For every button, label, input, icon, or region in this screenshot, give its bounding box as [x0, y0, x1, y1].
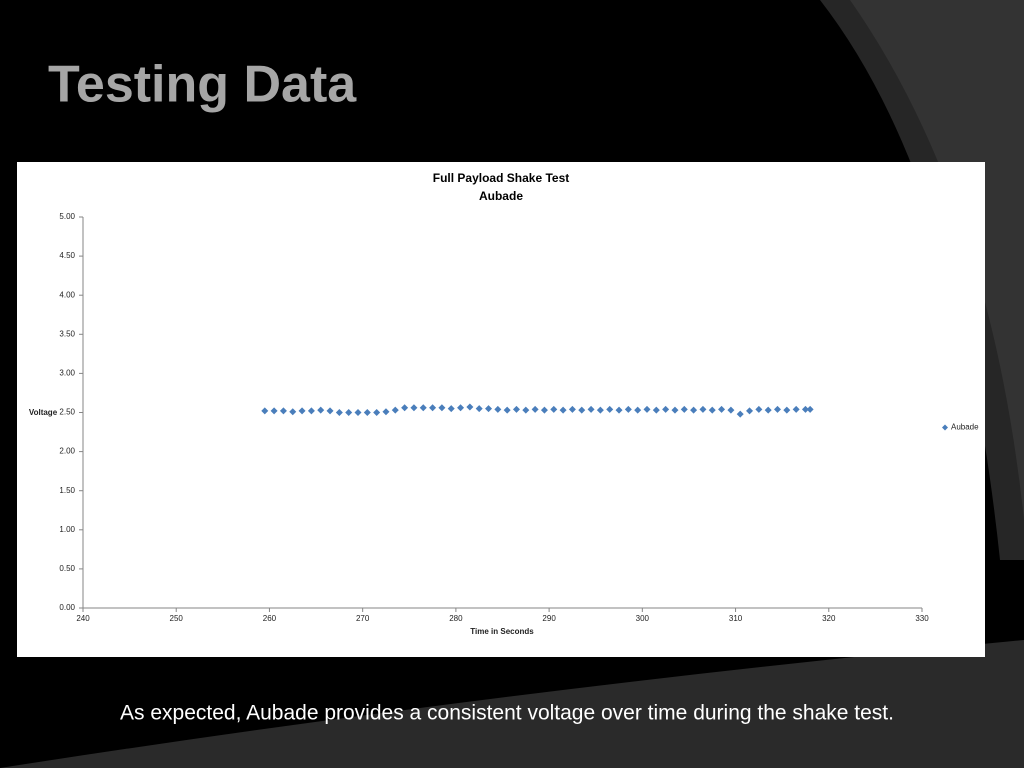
data-point	[512, 405, 520, 413]
data-point	[298, 407, 306, 415]
data-point	[634, 406, 642, 414]
data-point	[429, 404, 437, 412]
data-point	[801, 405, 809, 413]
data-point	[326, 407, 334, 415]
data-point	[270, 407, 278, 415]
data-point	[289, 408, 297, 416]
data-point	[708, 406, 716, 414]
x-tick-label: 330	[915, 614, 929, 623]
y-tick-label: 0.50	[59, 564, 75, 573]
decor-curve	[850, 0, 1024, 520]
y-axis-label: Voltage	[29, 408, 58, 417]
data-point	[345, 409, 353, 416]
data-point	[550, 405, 558, 413]
data-point	[568, 405, 576, 413]
data-point	[774, 405, 782, 413]
x-tick-label: 300	[636, 614, 650, 623]
data-point	[494, 405, 502, 413]
data-point	[485, 405, 493, 413]
y-tick-label: 0.00	[59, 603, 75, 612]
x-tick-label: 280	[449, 614, 463, 623]
data-point	[457, 404, 465, 412]
data-point	[363, 409, 371, 416]
data-point	[307, 407, 315, 415]
legend-marker	[942, 424, 948, 431]
x-axis-label: Time in Seconds	[470, 627, 534, 636]
data-point	[755, 405, 763, 413]
data-point	[596, 406, 604, 414]
x-tick-label: 290	[542, 614, 556, 623]
data-point	[736, 410, 744, 418]
data-point	[746, 407, 754, 415]
data-point	[335, 409, 343, 416]
x-tick-label: 320	[822, 614, 836, 623]
caption: As expected, Aubade provides a consisten…	[120, 702, 894, 725]
data-point	[764, 406, 772, 414]
data-point	[503, 406, 511, 414]
data-point	[475, 405, 483, 413]
data-point	[643, 405, 651, 413]
data-point	[783, 406, 791, 414]
data-point	[540, 406, 548, 414]
data-point	[373, 409, 381, 416]
data-point	[438, 404, 446, 412]
data-point	[382, 408, 390, 416]
data-point	[806, 405, 814, 413]
y-tick-label: 4.50	[59, 251, 75, 260]
y-tick-label: 3.50	[59, 329, 75, 338]
data-point	[401, 404, 409, 412]
data-point	[391, 406, 399, 414]
data-point	[662, 405, 670, 413]
data-point	[419, 404, 427, 412]
legend-label: Aubade	[951, 423, 979, 432]
chart-title: Full Payload Shake Test	[433, 171, 570, 185]
chart-subtitle: Aubade	[479, 189, 523, 203]
data-point	[690, 406, 698, 414]
data-point	[531, 405, 539, 413]
data-point	[559, 406, 567, 414]
x-tick-label: 250	[170, 614, 184, 623]
data-point	[354, 409, 362, 416]
x-tick-label: 240	[76, 614, 90, 623]
y-tick-label: 5.00	[59, 212, 75, 221]
data-point	[447, 405, 455, 413]
data-point	[279, 407, 287, 415]
data-point	[606, 405, 614, 413]
data-point	[410, 404, 418, 412]
data-point	[718, 405, 726, 413]
y-tick-label: 2.00	[59, 447, 75, 456]
data-point	[587, 405, 595, 413]
data-point	[699, 405, 707, 413]
data-point	[671, 406, 679, 414]
data-point	[680, 405, 688, 413]
data-point	[727, 406, 735, 414]
data-point	[317, 406, 325, 414]
x-tick-label: 310	[729, 614, 743, 623]
slide-title: Testing Data	[48, 56, 357, 114]
decor-curve	[0, 640, 1024, 768]
y-tick-label: 3.00	[59, 369, 75, 378]
y-tick-label: 1.00	[59, 525, 75, 534]
x-tick-label: 270	[356, 614, 370, 623]
data-point	[792, 405, 800, 413]
y-tick-label: 4.00	[59, 290, 75, 299]
data-point	[261, 407, 269, 415]
data-point	[615, 406, 623, 414]
data-point	[578, 406, 586, 414]
data-point	[652, 406, 660, 414]
y-tick-label: 1.50	[59, 486, 75, 495]
x-tick-label: 260	[263, 614, 277, 623]
data-point	[624, 405, 632, 413]
data-point	[466, 403, 474, 411]
y-tick-label: 2.50	[59, 408, 75, 417]
data-point	[522, 406, 530, 414]
